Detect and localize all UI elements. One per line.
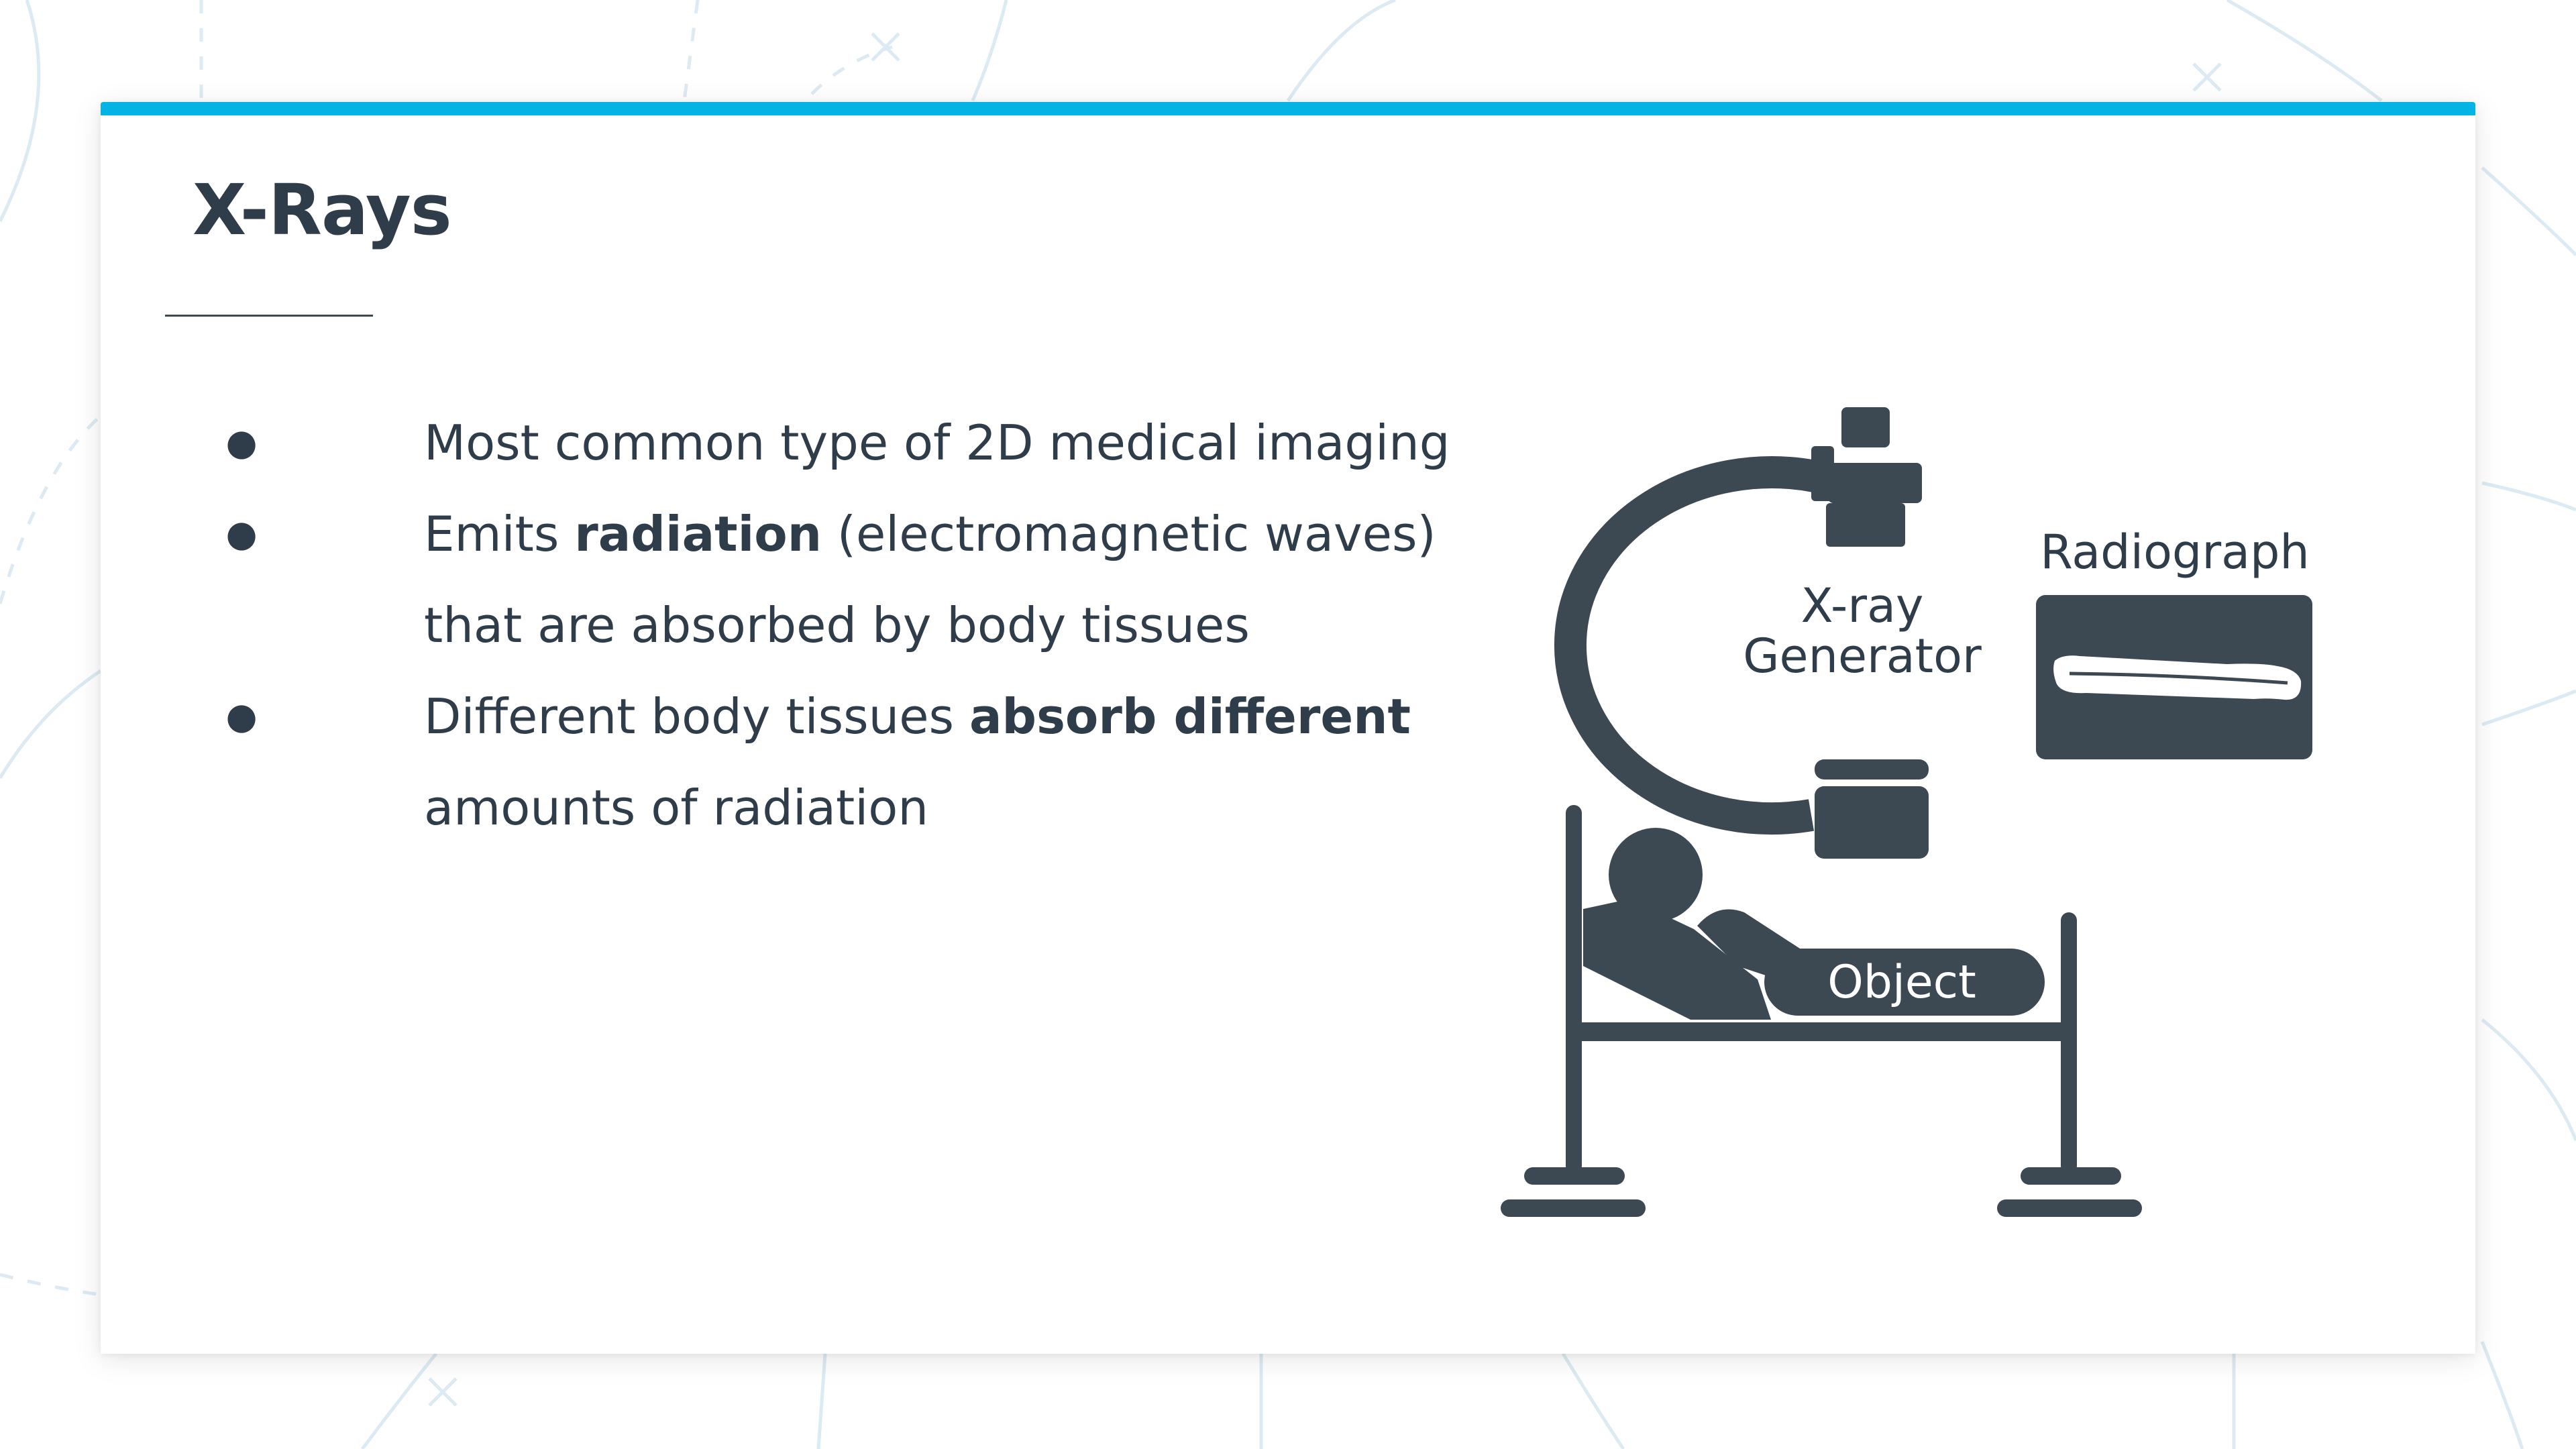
generator-label-line1: X-ray [1801,578,1924,633]
patient-icon [1583,828,2045,1020]
title-underline [165,315,373,317]
bullet-emphasis: radiation [574,506,822,562]
bullet-text: (electromagnetic waves) that are absorbe… [424,506,1436,653]
c-arm-icon [1554,456,1818,835]
bed-icon [1501,805,2142,1217]
bullet-item: ● Emits radiation (electromagnetic waves)… [215,488,1523,671]
bullet-list: ● Most common type of 2D medical imaging … [215,397,1523,853]
bullet-item: ● Most common type of 2D medical imaging [215,397,1523,488]
xray-diagram: X-ray Generator Radiograph Object [1501,407,2312,1217]
detector-icon [1815,759,1929,859]
accent-bar [101,102,2475,115]
bullet-emphasis: absorb different [969,688,1411,745]
bullet-dot-icon: ● [225,513,258,555]
bullet-text: amounts of radiation [424,780,928,836]
slide-title: X-Rays [193,169,452,251]
generator-label-line2: Generator [1743,629,1982,684]
object-label: Object [1827,956,1976,1009]
bullet-item: ● Different body tissues absorb different… [215,671,1523,853]
xray-tube-icon [1811,407,1922,547]
radiograph-label: Radiograph [2040,525,2310,580]
slide-card: X-Rays ● Most common type of 2D medical i… [101,102,2475,1354]
bullet-text: Most common type of 2D medical imaging [424,415,1450,471]
bullet-dot-icon: ● [225,421,258,464]
bullet-text: Emits [424,506,575,562]
bullet-text: Different body tissues [424,688,969,745]
bullet-dot-icon: ● [225,695,258,737]
